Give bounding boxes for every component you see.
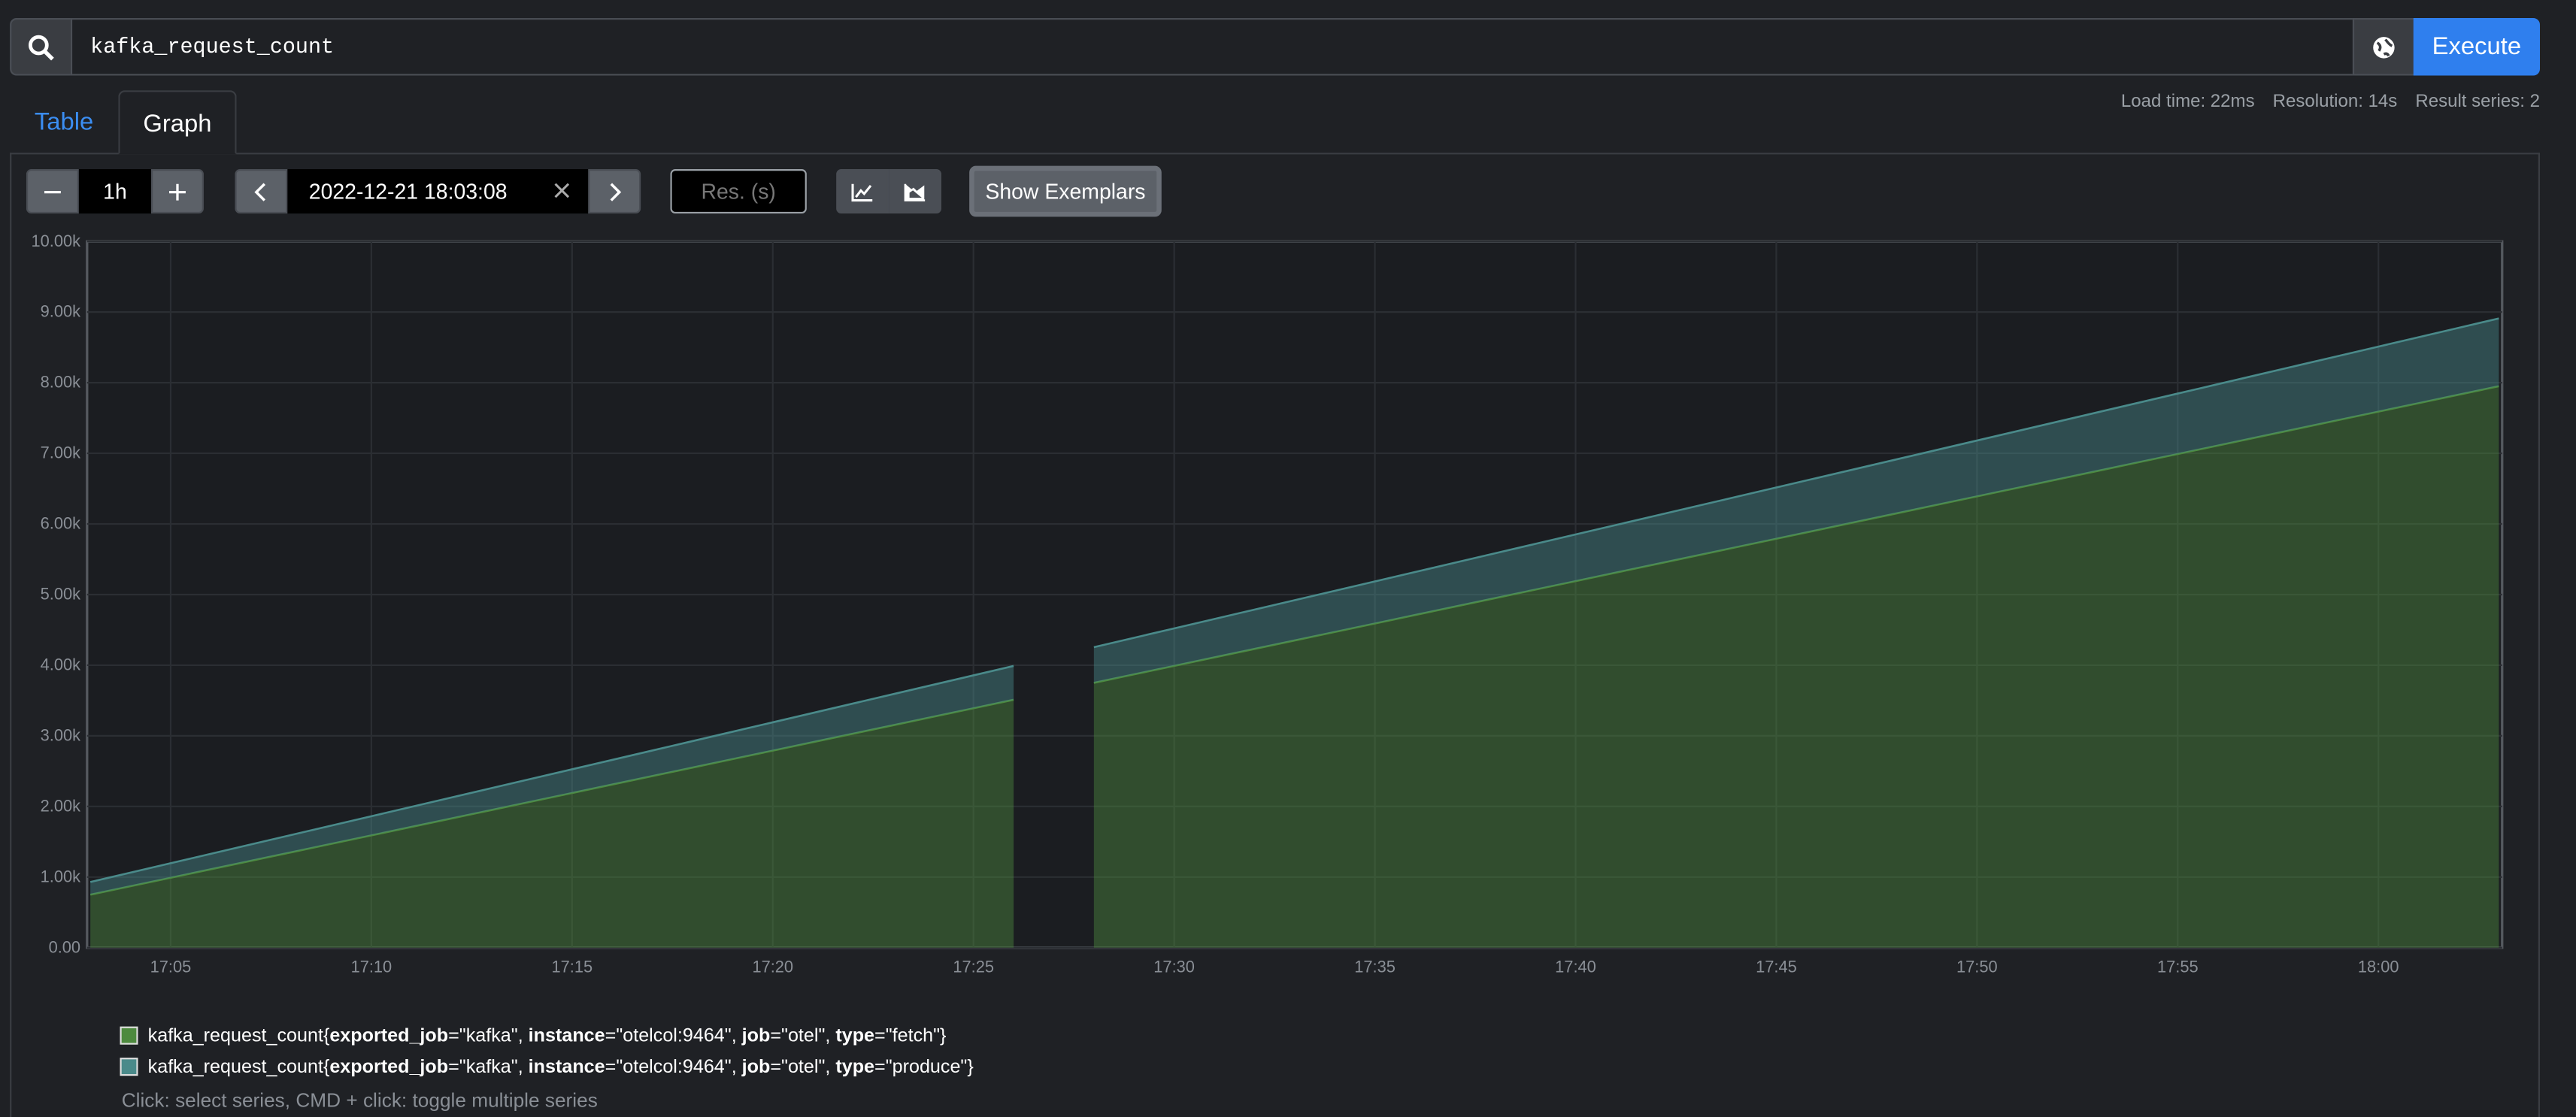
x-tick-label: 17:40 <box>1555 958 1596 976</box>
x-tick-label: 17:20 <box>752 958 793 976</box>
y-tick-label: 1.00k <box>41 867 80 885</box>
x-tick-label: 18:00 <box>2358 958 2399 976</box>
legend: kafka_request_count{exported_job="kafka"… <box>120 1020 974 1082</box>
stats: Load time: 22ms Resolution: 14s Result s… <box>2121 92 2540 111</box>
time-back[interactable] <box>235 169 288 214</box>
clear-icon[interactable] <box>553 183 570 199</box>
y-tick-label: 8.00k <box>41 373 80 392</box>
execute-button[interactable]: Execute <box>2413 18 2541 76</box>
y-tick-label: 5.00k <box>41 585 80 604</box>
legend-swatch <box>120 1058 138 1076</box>
y-tick-label: 6.00k <box>41 514 80 533</box>
resolution-input[interactable]: Res. (s) <box>670 169 807 214</box>
globe-icon <box>2373 36 2395 58</box>
x-tick-label: 17:55 <box>2157 958 2199 976</box>
x-tick-label: 17:15 <box>552 958 593 976</box>
chevron-right <box>610 182 622 201</box>
series-line <box>89 698 1014 896</box>
y-tick-label: 3.00k <box>41 725 80 744</box>
area-icon <box>904 183 926 201</box>
line-icon <box>851 183 873 201</box>
y-tick-label: 4.00k <box>41 655 80 674</box>
metrics-explorer[interactable] <box>2352 18 2415 76</box>
legend-hint: Click: select series, CMD + click: toggl… <box>121 1088 598 1112</box>
stat: Load time: 22ms <box>2120 92 2255 112</box>
x-tick-label: 17:35 <box>1354 958 1396 976</box>
x-tick-label: 17:25 <box>953 958 994 976</box>
tab-active[interactable]: Graph <box>118 90 237 155</box>
stacked-button[interactable] <box>889 169 942 214</box>
graph-panel <box>10 153 2541 1117</box>
legend-label: kafka_request_count{exported_job="kafka"… <box>147 1057 974 1077</box>
y-tick-label: 7.00k <box>41 443 80 462</box>
end-time-input[interactable]: 2022-12-21 18:03:08 <box>287 169 589 214</box>
query-input[interactable]: kafka_request_count <box>70 18 2355 76</box>
end-time: 2022-12-21 18:03:08 <box>308 179 508 204</box>
x-tick-label: 17:30 <box>1153 958 1195 976</box>
minus-icon <box>44 189 61 193</box>
series-line <box>1093 317 2499 649</box>
stat: Result series: 2 <box>2415 92 2541 112</box>
x-tick-label: 17:05 <box>150 958 192 976</box>
stat: Resolution: 14s <box>2272 92 2398 112</box>
x-tick-label: 17:45 <box>1756 958 1797 976</box>
x-tick-label: 17:50 <box>1956 958 1998 976</box>
area-fill <box>90 665 1014 895</box>
chevron-left <box>254 182 266 201</box>
time-forward[interactable] <box>588 169 641 214</box>
legend-item[interactable]: kafka_request_count{exported_job="kafka"… <box>120 1051 974 1082</box>
search-icon <box>10 18 73 76</box>
y-tick-label: 0.00 <box>49 937 80 956</box>
y-tick-label: 9.00k <box>41 302 80 321</box>
series-line <box>1093 385 2499 684</box>
legend-swatch <box>120 1026 138 1045</box>
unstacked-button[interactable] <box>836 169 889 214</box>
area-fill <box>1093 386 2499 948</box>
area-fill <box>1093 318 2499 683</box>
x-tick-label: 17:10 <box>351 958 392 976</box>
exemplars-button[interactable]: Show Exemplars <box>969 165 1162 217</box>
y-tick-label: 10.00k <box>32 232 81 250</box>
range-decrease[interactable] <box>26 169 79 214</box>
magnifier <box>29 34 54 60</box>
area-fill <box>90 699 1014 948</box>
plus-icon <box>169 183 186 200</box>
legend-label: kafka_request_count{exported_job="kafka"… <box>147 1025 947 1046</box>
legend-item[interactable]: kafka_request_count{exported_job="kafka"… <box>120 1020 974 1052</box>
range-increase[interactable] <box>151 169 204 214</box>
y-tick-label: 2.00k <box>41 796 80 815</box>
range-input[interactable]: 1h <box>78 169 152 214</box>
tab[interactable]: Table <box>34 108 94 137</box>
series-line <box>89 664 1014 883</box>
